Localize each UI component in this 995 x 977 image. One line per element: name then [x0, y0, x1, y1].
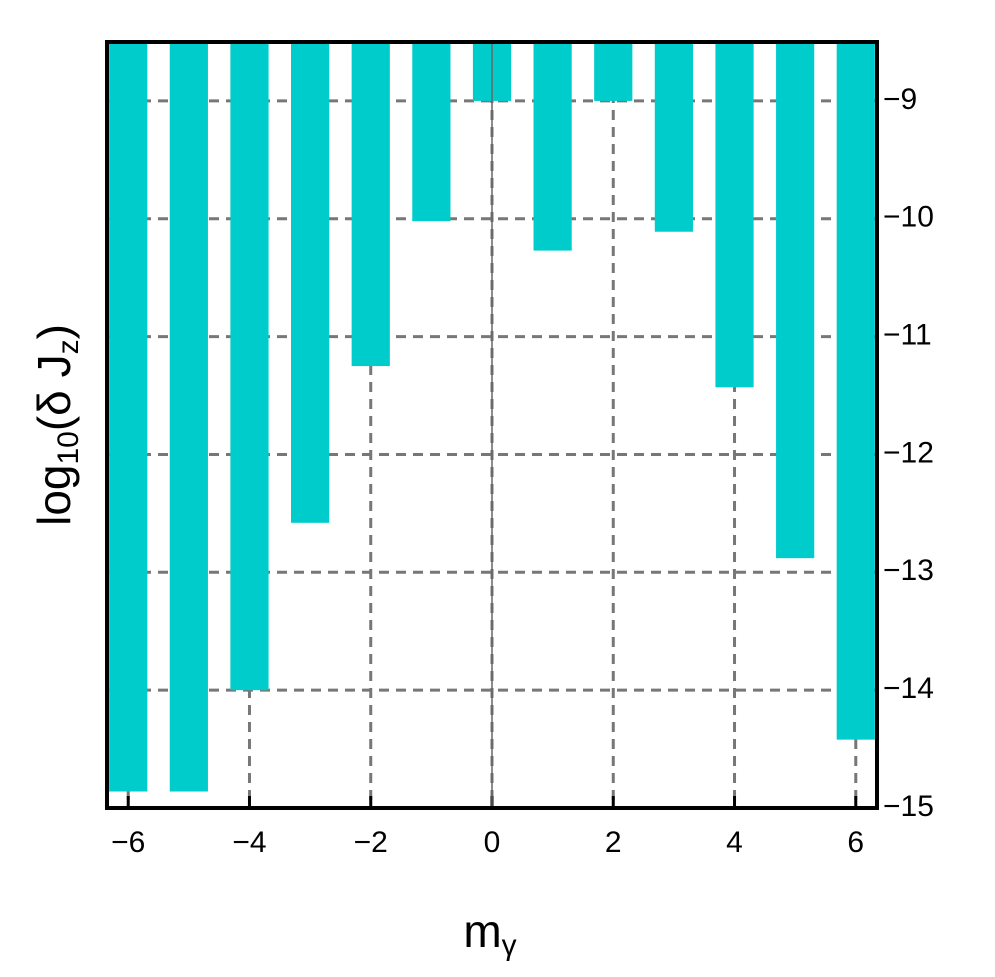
bar	[230, 42, 269, 691]
y-label-part: )	[28, 324, 80, 339]
y-tick-label: −9	[883, 83, 917, 116]
y-label-sub: 10	[52, 431, 85, 464]
x-tick-label: −2	[354, 826, 388, 859]
x-tick-label: −4	[232, 826, 266, 859]
bar	[533, 42, 572, 251]
y-tick-label: −10	[883, 201, 934, 234]
y-tick-label: −12	[883, 436, 934, 469]
bar	[169, 42, 208, 792]
x-tick-label: 2	[605, 826, 622, 859]
x-tick-label: 6	[847, 826, 864, 859]
x-label-sub: γ	[502, 929, 517, 962]
x-tick-label: −6	[111, 826, 145, 859]
bar	[594, 42, 633, 101]
x-tick-label: 0	[484, 826, 501, 859]
x-label-main: m	[463, 905, 501, 957]
y-label-sub: z	[52, 339, 85, 354]
plot-frame	[105, 40, 879, 810]
bar	[776, 42, 815, 559]
y-tick-label: −13	[883, 554, 934, 587]
bar	[412, 42, 451, 222]
bar	[654, 42, 693, 232]
bar	[291, 42, 330, 523]
y-tick-label: −14	[883, 672, 934, 705]
bar	[715, 42, 754, 388]
y-axis-label: log10(δ Jz)	[28, 324, 85, 526]
y-label-part: log	[28, 465, 80, 526]
x-axis-label: mγ	[463, 905, 516, 962]
y-tick-label: −15	[883, 790, 934, 823]
x-tick-label: 4	[726, 826, 743, 859]
bar	[351, 42, 390, 367]
y-label-part: (δ J	[28, 354, 80, 431]
bar	[836, 42, 875, 740]
y-tick-label: −11	[883, 319, 932, 352]
bar	[109, 42, 148, 792]
